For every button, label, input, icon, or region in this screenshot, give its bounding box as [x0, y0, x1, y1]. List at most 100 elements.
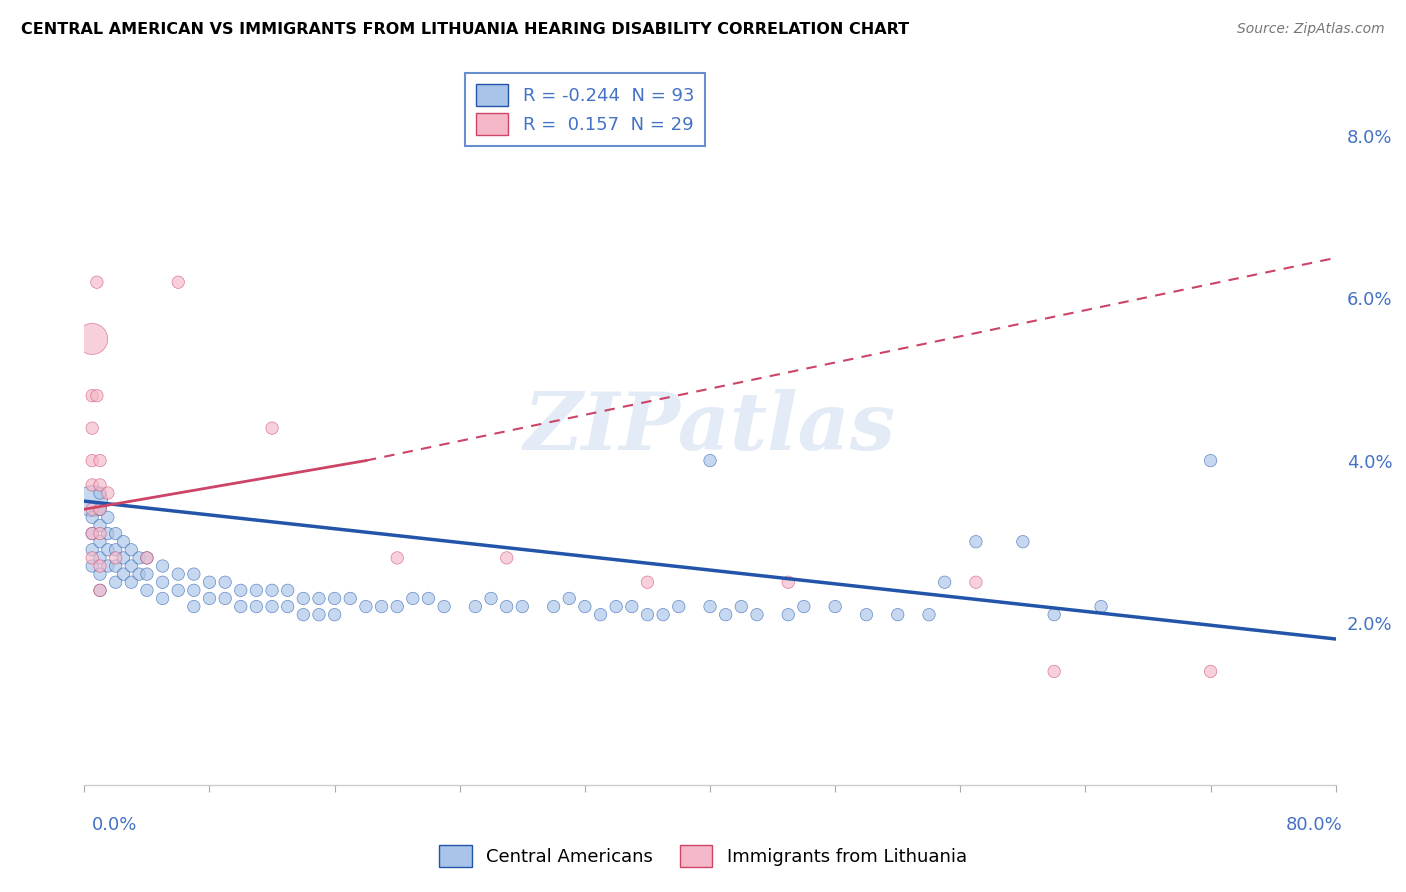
Point [82, 478, 104, 492]
Point [308, 607, 330, 622]
Point [214, 575, 236, 590]
Point [97, 542, 120, 557]
Point [97, 486, 120, 500]
Point [637, 575, 659, 590]
Point [82, 542, 104, 557]
Point [714, 607, 737, 622]
Point [479, 591, 502, 606]
Point [277, 583, 299, 598]
Text: Source: ZipAtlas.com: Source: ZipAtlas.com [1237, 22, 1385, 37]
Point [245, 583, 267, 598]
Point [86, 275, 108, 289]
Point [152, 575, 174, 590]
Point [82, 510, 104, 524]
Point [855, 607, 877, 622]
Point [128, 550, 150, 565]
Point [229, 583, 252, 598]
Point [402, 591, 425, 606]
Point [167, 583, 190, 598]
Point [89, 534, 111, 549]
Text: 80.0%: 80.0% [1286, 816, 1343, 834]
Point [464, 599, 486, 614]
Point [82, 526, 104, 541]
Point [385, 550, 409, 565]
Point [495, 599, 517, 614]
Point [82, 550, 104, 565]
Point [637, 607, 659, 622]
Point [652, 607, 675, 622]
Point [323, 591, 346, 606]
Point [82, 526, 104, 541]
Point [385, 599, 409, 614]
Point [589, 607, 612, 622]
Point [1043, 665, 1066, 679]
Point [730, 599, 752, 614]
Point [104, 526, 127, 541]
Text: CENTRAL AMERICAN VS IMMIGRANTS FROM LITHUANIA HEARING DISABILITY CORRELATION CHA: CENTRAL AMERICAN VS IMMIGRANTS FROM LITH… [21, 22, 910, 37]
Point [89, 478, 111, 492]
Point [1090, 599, 1112, 614]
Point [370, 599, 392, 614]
Point [89, 502, 111, 516]
Point [918, 607, 941, 622]
Point [574, 599, 596, 614]
Point [229, 599, 252, 614]
Point [82, 494, 104, 508]
Point [965, 575, 987, 590]
Point [136, 567, 159, 582]
Point [605, 599, 627, 614]
Point [89, 486, 111, 500]
Point [112, 567, 135, 582]
Point [778, 607, 800, 622]
Point [112, 550, 135, 565]
Point [183, 583, 205, 598]
Point [136, 550, 159, 565]
Point [89, 559, 111, 574]
Point [965, 534, 987, 549]
Point [120, 559, 142, 574]
Text: ZIPatlas: ZIPatlas [524, 390, 896, 467]
Point [620, 599, 643, 614]
Point [86, 389, 108, 403]
Point [934, 575, 956, 590]
Point [89, 583, 111, 598]
Point [112, 534, 135, 549]
Point [699, 599, 721, 614]
Point [104, 575, 127, 590]
Point [262, 583, 284, 598]
Point [198, 575, 221, 590]
Point [277, 599, 299, 614]
Point [308, 591, 330, 606]
Point [89, 453, 111, 467]
Text: 0.0%: 0.0% [91, 816, 136, 834]
Point [82, 389, 104, 403]
Point [887, 607, 910, 622]
Point [82, 332, 104, 346]
Point [128, 567, 150, 582]
Point [82, 502, 104, 516]
Point [1199, 453, 1222, 467]
Point [668, 599, 690, 614]
Point [214, 591, 236, 606]
Point [89, 567, 111, 582]
Point [418, 591, 440, 606]
Point [512, 599, 534, 614]
Point [97, 510, 120, 524]
Point [152, 559, 174, 574]
Point [136, 550, 159, 565]
Legend: Central Americans, Immigrants from Lithuania: Central Americans, Immigrants from Lithu… [432, 838, 974, 874]
Point [120, 575, 142, 590]
Point [745, 607, 768, 622]
Point [89, 526, 111, 541]
Point [89, 583, 111, 598]
Point [167, 275, 190, 289]
Point [558, 591, 581, 606]
Point [104, 550, 127, 565]
Point [183, 567, 205, 582]
Point [89, 550, 111, 565]
Point [245, 599, 267, 614]
Point [292, 607, 315, 622]
Point [82, 453, 104, 467]
Point [89, 518, 111, 533]
Point [354, 599, 377, 614]
